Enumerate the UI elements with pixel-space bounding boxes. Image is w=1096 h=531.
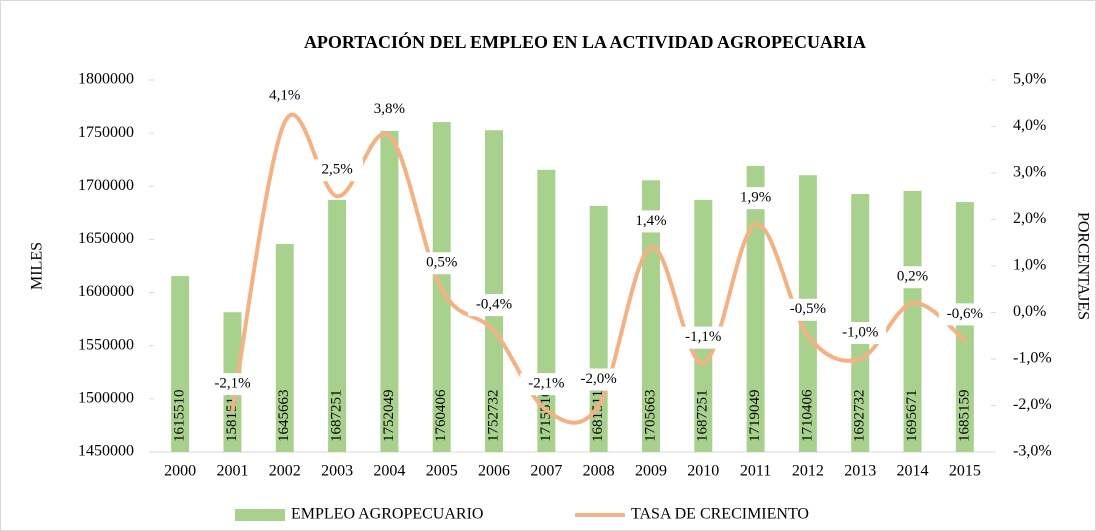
y-tick-label: 1800000 [78,71,134,88]
bar-value-label: 1687251 [329,390,345,443]
label-box [781,298,834,321]
bar-value-label: 1685159 [956,390,972,443]
legend-swatch [235,509,285,521]
x-tick-label: 2007 [530,463,562,480]
line-value-label: -2,1% [214,376,250,392]
y2-tick-label: 2,0% [1013,210,1046,227]
y-tick-label: 1750000 [78,124,134,141]
label-box [572,368,625,391]
legend-label: TASA DE CRECIMIENTO [631,506,809,523]
bar-value-label: 1581511 [224,390,240,442]
bar-value-label: 1719049 [747,390,763,443]
y2-tick-label: 5,0% [1013,71,1046,88]
x-tick-label: 2004 [373,463,405,480]
line-value-label: -2,0% [581,371,617,387]
line-value-label: -0,4% [476,297,512,313]
bar-value-label: 1710406 [799,389,815,442]
chart-title: APORTACIÓN DEL EMPLEO EN LA ACTIVIDAD AG… [304,31,866,52]
y2-tick-label: -3,0% [1013,443,1052,460]
x-tick-label: 2010 [687,463,719,480]
bar [694,199,713,452]
bar-value-label: 1752049 [381,390,397,443]
bar-value-label: 1715510 [538,390,554,443]
bar-value-label: 1752732 [485,390,501,443]
bar-value-label: 1645663 [276,390,292,443]
line-value-label: -2,1% [528,376,564,392]
x-tick-label: 2015 [949,463,981,480]
label-box [886,266,939,289]
line-value-label: 2,5% [321,162,352,178]
y2-tick-label: -2,0% [1013,396,1052,413]
x-tick-label: 2000 [164,463,196,480]
x-tick-label: 2008 [583,463,615,480]
label-box [624,210,677,233]
label-box [729,187,782,210]
bar [746,166,765,452]
bar-value-label: 1687251 [695,390,711,443]
line-value-label: 0,2% [897,269,928,285]
x-tick-label: 2001 [216,463,248,480]
line-value-label: 4,1% [269,87,300,103]
y2-tick-label: 4,0% [1013,117,1046,134]
x-tick-label: 2005 [426,463,458,480]
x-tick-label: 2013 [844,463,876,480]
y-tick-label: 1550000 [78,336,134,353]
bar-value-label: 1692732 [852,390,868,443]
bar [328,199,347,452]
bar [903,190,922,452]
bar [955,202,974,452]
line-value-label: 3,8% [374,101,405,117]
y-tick-label: 1500000 [78,390,134,407]
label-box [206,373,259,396]
y2-tick-label: 3,0% [1013,164,1046,181]
x-tick-label: 2009 [635,463,667,480]
line-value-label: 1,9% [740,190,771,206]
y2-axis-title: PORCENTAJES [1074,212,1091,320]
label-box [677,326,730,349]
bar-value-label: 1705663 [642,390,658,443]
label-box [311,159,364,182]
bar-value-label: 1695671 [904,390,920,443]
line-value-label: -1,0% [842,324,878,340]
y2-tick-label: 1,0% [1013,257,1046,274]
label-box [520,373,573,396]
line-value-label: -1,1% [685,329,721,345]
bar [380,130,399,452]
y-tick-label: 1450000 [78,443,134,460]
x-tick-label: 2014 [897,463,929,480]
y2-tick-label: -1,0% [1013,350,1052,367]
label-box [258,84,311,107]
bar-value-label: 1760406 [433,389,449,442]
bar [171,276,190,452]
label-box [938,303,991,326]
x-tick-label: 2012 [792,463,824,480]
line-value-label: -0,6% [947,306,983,322]
bar [485,130,504,452]
label-box [468,294,521,317]
line [230,112,967,425]
y-axis-title: MILES [29,242,46,290]
y-tick-label: 1650000 [78,230,134,247]
y-tick-label: 1600000 [78,283,134,300]
y2-tick-label: 0,0% [1013,303,1046,320]
legend-label: EMPLEO AGROPECUARIO [291,506,483,523]
x-tick-label: 2002 [269,463,301,480]
bar [275,244,294,452]
x-tick-label: 2011 [740,463,771,480]
line-value-label: -0,5% [790,301,826,317]
label-box [834,322,887,344]
label-box [415,252,468,275]
bar-value-label: 1615510 [172,390,188,443]
x-tick-label: 2006 [478,463,510,480]
x-tick-label: 2003 [321,463,353,480]
line-value-label: 0,5% [426,255,457,271]
y-tick-label: 1700000 [78,177,134,194]
line-value-label: 1,4% [635,213,666,229]
label-box [363,98,416,121]
